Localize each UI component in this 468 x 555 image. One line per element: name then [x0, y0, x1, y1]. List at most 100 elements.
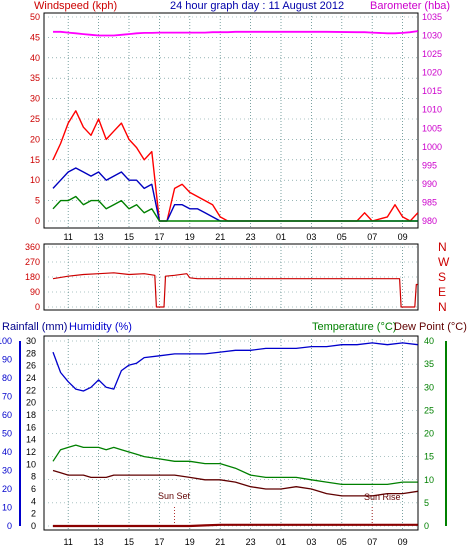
barometer-axis-label: Barometer (hba) [370, 0, 450, 12]
rain-ytick-12: 12 [26, 447, 36, 457]
wind-panel-xtick-19: 19 [185, 232, 195, 242]
wind-ytick-25: 25 [30, 114, 40, 124]
wind-panel-xtick-21: 21 [215, 232, 225, 242]
rain-ytick-18: 18 [26, 410, 36, 420]
compass-label-0: N [438, 300, 447, 314]
baro-ytick-990: 990 [422, 179, 437, 189]
humidity-panel-xtick-17: 17 [154, 537, 164, 547]
compass-label-1: E [438, 285, 446, 299]
baro-ytick-1005: 1005 [422, 123, 442, 133]
rain-ytick-28: 28 [26, 348, 36, 358]
temperature-ytick-10: 10 [424, 475, 434, 485]
temperature-line [52, 444, 418, 486]
humidity-panel-xtick-11: 11 [64, 537, 73, 547]
barometer-line [53, 30, 418, 37]
humidity-line [52, 342, 418, 392]
wind-ytick-35: 35 [30, 73, 40, 83]
rainfall-axis-label: Rainfall (mm) [2, 321, 67, 333]
wind-panel-xtick-05: 05 [337, 232, 347, 242]
rain-ytick-22: 22 [26, 385, 36, 395]
dewpoint-axis-label: Dew Point (°C) [394, 321, 467, 333]
temperature-ytick-35: 35 [424, 359, 434, 369]
compass-label-4: N [438, 240, 447, 254]
direction-ytick-90: 90 [30, 287, 40, 297]
baro-ytick-1020: 1020 [422, 68, 442, 78]
humidity-panel-xtick-07: 07 [367, 537, 377, 547]
humidity-panel-xtick-23: 23 [246, 537, 256, 547]
rain-ytick-20: 20 [26, 398, 36, 408]
rain-ytick-26: 26 [26, 361, 36, 371]
direction-ytick-180: 180 [25, 272, 40, 282]
humidity-panel-xtick-15: 15 [124, 537, 134, 547]
temperature-ytick-40: 40 [424, 336, 434, 346]
wind-panel-xtick-01: 01 [276, 232, 286, 242]
wind-ytick-0: 0 [35, 216, 40, 226]
humidity-ytick-0: 0 [7, 521, 12, 531]
rain-ytick-8: 8 [31, 472, 36, 482]
baro-ytick-1000: 1000 [422, 142, 442, 152]
baro-ytick-985: 985 [422, 197, 437, 207]
direction-ytick-360: 360 [25, 242, 40, 252]
temperature-ytick-25: 25 [424, 405, 434, 415]
baro-ytick-1010: 1010 [422, 105, 442, 115]
humidity-panel-xtick-09: 09 [398, 537, 408, 547]
temperature-ytick-0: 0 [424, 521, 429, 531]
humidity-ytick-100: 100 [0, 336, 12, 346]
humidity-ytick-40: 40 [2, 447, 12, 457]
humidity-axis-label: Humidity (%) [69, 321, 132, 333]
rain-ytick-30: 30 [26, 336, 36, 346]
compass-label-2: S [438, 270, 446, 284]
wind-ytick-45: 45 [30, 32, 40, 42]
humidity-panel-xtick-03: 03 [306, 537, 316, 547]
wind-panel-xtick-03: 03 [306, 232, 316, 242]
humidity-ytick-20: 20 [2, 484, 12, 494]
rain-ytick-16: 16 [26, 422, 36, 432]
rain-ytick-10: 10 [26, 459, 36, 469]
humidity-ytick-90: 90 [2, 355, 12, 365]
temperature-ytick-20: 20 [424, 429, 434, 439]
windspeed-minimum-line [52, 195, 418, 222]
humidity-ytick-50: 50 [2, 429, 12, 439]
baro-ytick-995: 995 [422, 160, 437, 170]
rain-ytick-6: 6 [31, 484, 36, 494]
wind-ytick-50: 50 [30, 12, 40, 22]
humidity-panel-xtick-19: 19 [185, 537, 195, 547]
sunrise-label: Sun Rise [364, 492, 401, 502]
rain-ytick-0: 0 [31, 521, 36, 531]
wind-ytick-15: 15 [30, 155, 40, 165]
rain-ytick-14: 14 [26, 435, 36, 445]
wind-ytick-10: 10 [30, 175, 40, 185]
windspeed-average-line [52, 167, 418, 222]
wind-ytick-5: 5 [35, 196, 40, 206]
rain-ytick-2: 2 [31, 509, 36, 519]
wind-panel-xtick-23: 23 [246, 232, 256, 242]
humidity-panel-xtick-21: 21 [215, 537, 225, 547]
humidity-ytick-70: 70 [2, 392, 12, 402]
wind-panel-frame [43, 12, 419, 229]
baro-ytick-980: 980 [422, 216, 437, 226]
wind-direction-line [52, 272, 418, 308]
temperature-ytick-5: 5 [424, 498, 429, 508]
direction-ytick-0: 0 [35, 302, 40, 312]
humidity-ytick-10: 10 [2, 503, 12, 513]
wind-panel-xtick-07: 07 [367, 232, 377, 242]
baro-ytick-1035: 1035 [422, 12, 442, 22]
wind-axis-label: Windspeed (kph) [34, 0, 117, 12]
baro-ytick-1030: 1030 [422, 31, 442, 41]
wind-panel-xtick-17: 17 [154, 232, 164, 242]
rainfall-line [53, 523, 418, 528]
wind-ytick-20: 20 [30, 134, 40, 144]
wind-panel-xtick-11: 11 [64, 232, 73, 242]
wind-ytick-40: 40 [30, 53, 40, 63]
sunset-label: Sun Set [158, 491, 191, 501]
compass-label-3: W [438, 255, 450, 269]
chart-layer: 0510152025303540455098098599099510001005… [0, 12, 450, 547]
wind-ytick-30: 30 [30, 94, 40, 104]
humidity-panel-xtick-05: 05 [337, 537, 347, 547]
temperature-axis-label: Temperature (°C) [312, 321, 396, 333]
humidity-panel-xtick-13: 13 [94, 537, 104, 547]
windspeed-line [52, 110, 419, 222]
dew-point-line [52, 469, 418, 497]
